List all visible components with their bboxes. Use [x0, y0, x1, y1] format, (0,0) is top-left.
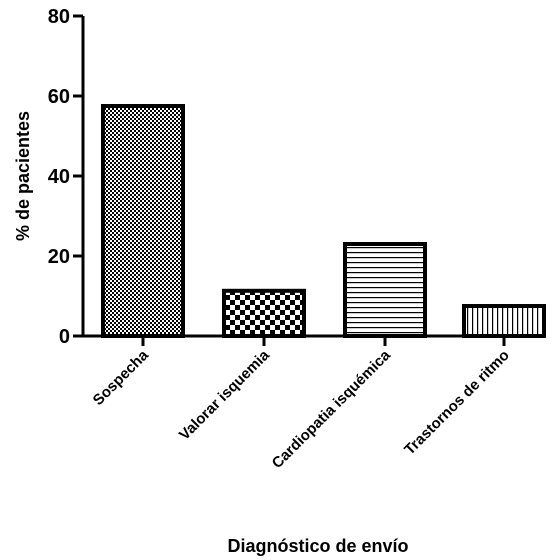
- y-tick-label: 40: [48, 166, 70, 188]
- x-category-label: Valorar isquemia: [176, 346, 273, 443]
- bar-0: [101, 104, 185, 338]
- y-tick-label: 80: [48, 6, 70, 28]
- x-axis-title: Diagnóstico de envío: [227, 536, 408, 556]
- bars-group: [101, 104, 546, 338]
- y-axis-title: % de pacientes: [13, 111, 33, 241]
- y-tick-label: 60: [48, 86, 70, 108]
- x-category-label: Cardiopatia isquémica: [269, 346, 395, 472]
- bar-2: [343, 242, 427, 338]
- bar-3: [462, 304, 546, 338]
- x-category-label: Sospecha: [90, 346, 153, 409]
- x-category-label: Trastornos de ritmo: [401, 347, 513, 459]
- y-ticks-group: 0 20 40 60 80: [48, 6, 83, 348]
- y-tick-label: 0: [59, 326, 70, 348]
- bar-1: [222, 288, 306, 338]
- y-tick-label: 20: [48, 246, 70, 268]
